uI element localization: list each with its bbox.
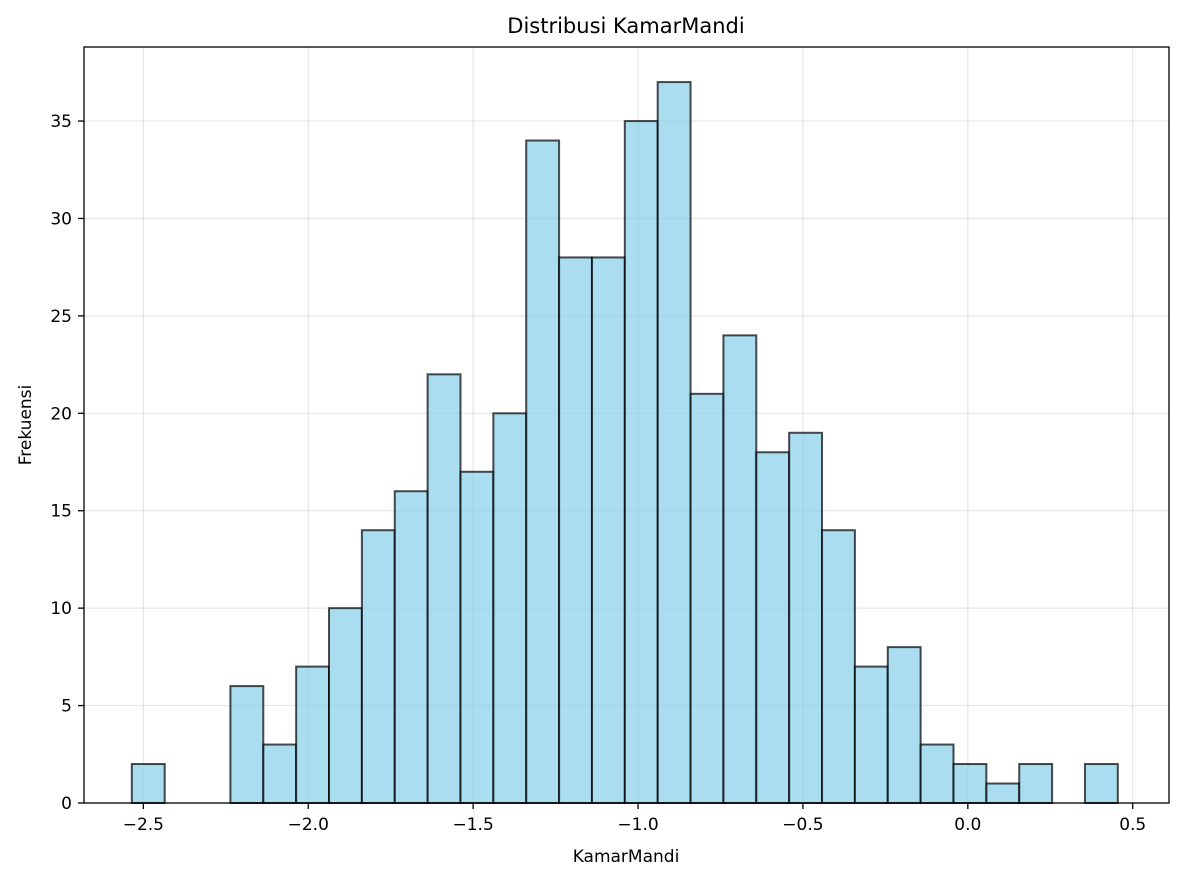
histogram-bar	[985, 782, 1021, 804]
histogram-bar	[821, 529, 856, 804]
y-tick-label: 5	[61, 697, 72, 717]
y-tick-label: 25	[50, 307, 72, 327]
histogram-bars	[130, 81, 1119, 805]
histogram-bar	[590, 256, 626, 804]
x-axis-ticks: −2.5 −2.0 −1.5 −1.0 −0.5 0.0 0.5	[123, 803, 1146, 835]
histogram-bar	[1083, 763, 1119, 805]
chart-title: Distribusi KamarMandi	[507, 14, 744, 38]
x-tick-label: −0.5	[782, 815, 823, 835]
histogram-bar	[755, 451, 791, 804]
x-axis-label: KamarMandi	[573, 847, 680, 867]
histogram-bar	[328, 607, 363, 805]
histogram-bar	[919, 743, 955, 804]
histogram-bar	[360, 529, 396, 804]
histogram-bar	[492, 412, 528, 804]
histogram-bar	[130, 763, 166, 805]
y-tick-label: 20	[50, 404, 72, 424]
plot-frame	[83, 46, 1170, 804]
histogram-bar	[393, 490, 429, 804]
histogram-bar	[295, 665, 331, 805]
histogram-bar	[1018, 763, 1054, 805]
y-axis-label: Frekuensi	[16, 385, 36, 466]
x-tick-label: −1.0	[617, 815, 658, 835]
y-tick-label: 10	[50, 599, 72, 619]
histogram-bar	[952, 763, 988, 805]
histogram-bar	[788, 431, 824, 804]
histogram-bar	[656, 81, 692, 805]
histogram-bar	[623, 120, 659, 804]
y-tick-label: 15	[50, 502, 72, 522]
histogram-bar	[459, 470, 495, 804]
y-axis-ticks: 0 5 10 15 20 25 30 35	[50, 112, 84, 814]
histogram-bar	[722, 334, 758, 804]
histogram-bar	[229, 685, 265, 804]
x-tick-label: 0.0	[954, 815, 981, 835]
y-tick-label: 0	[61, 794, 72, 814]
y-tick-label: 35	[50, 112, 72, 132]
histogram-bar	[689, 392, 725, 804]
x-tick-label: −2.5	[123, 815, 164, 835]
y-tick-label: 30	[50, 209, 72, 229]
histogram-bar	[886, 646, 922, 804]
histogram-bar	[426, 373, 462, 804]
histogram-bar	[525, 139, 561, 805]
x-tick-label: −1.5	[453, 815, 494, 835]
histogram-bar	[853, 665, 889, 805]
histogram-bar	[558, 256, 593, 804]
x-tick-label: 0.5	[1119, 815, 1146, 835]
histogram-bar	[262, 743, 298, 804]
x-tick-label: −2.0	[288, 815, 329, 835]
